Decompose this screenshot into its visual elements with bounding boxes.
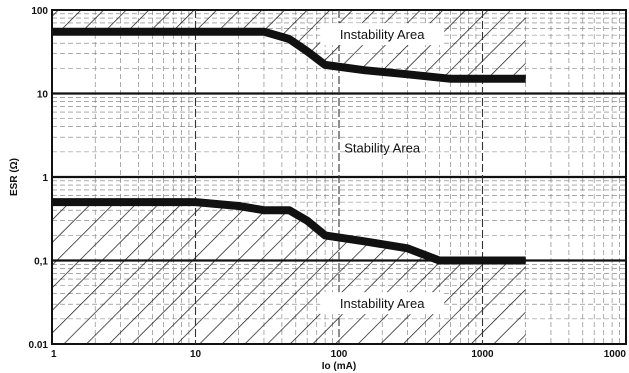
- decade-gridlines: [51, 9, 627, 345]
- x-tick-label: 100: [331, 349, 348, 360]
- region-label-background: [320, 23, 445, 46]
- region-labels: Instability Area Stability Area Instabilit…: [320, 23, 445, 315]
- y-tick-label: 100: [31, 6, 48, 17]
- x-tick-label: 10: [190, 349, 202, 360]
- lower-boundary-curve: [52, 198, 526, 265]
- region-label: Instability Area: [340, 27, 425, 42]
- x-tick-label: 1: [51, 349, 57, 360]
- region-label-background: [320, 292, 445, 315]
- x-axis-title: Io (mA): [322, 361, 356, 372]
- boundary-curves: [52, 27, 526, 265]
- y-tick-label: 10: [37, 90, 49, 101]
- y-tick-label: 1: [42, 173, 48, 184]
- y-tick-label: 0.01: [29, 340, 49, 351]
- region-label: Instability Area: [340, 296, 425, 311]
- y-axis-title: ESR (Ω): [9, 158, 20, 196]
- x-tick-label: 1000: [604, 349, 627, 360]
- region-label: Stability Area: [344, 140, 421, 155]
- y-tick-label: 0,1: [34, 257, 48, 268]
- lower-instability-region: [52, 202, 526, 344]
- upper-boundary-curve: [52, 27, 526, 83]
- x-tick-label: 1000: [471, 349, 494, 360]
- tick-labels: 1 10 100 1000 1000 100 10 1 0,1 0.01: [29, 6, 627, 360]
